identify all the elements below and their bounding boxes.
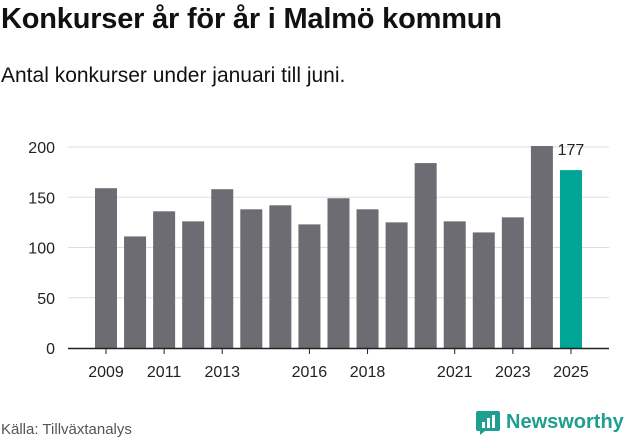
- x-tick-label: 2025: [553, 364, 589, 381]
- x-tick-label: 2011: [147, 364, 182, 381]
- bar: [501, 217, 524, 348]
- chart-title: Konkurser år för år i Malmö kommun: [1, 3, 502, 35]
- bar: [472, 232, 495, 348]
- x-tick-label: 2018: [350, 364, 386, 381]
- bar: [240, 209, 263, 348]
- bar: [269, 205, 292, 348]
- data-label: 177: [558, 142, 585, 159]
- y-tick-label: 50: [37, 291, 55, 308]
- x-tick-label: 2009: [88, 364, 124, 381]
- x-tick-label: 2021: [437, 364, 473, 381]
- bar: [414, 163, 437, 348]
- bar: [356, 209, 379, 348]
- source-note: Källa: Tillväxtanalys: [1, 421, 132, 438]
- y-tick-label: 150: [28, 190, 55, 207]
- y-tick-label: 0: [46, 341, 55, 358]
- bar: [530, 145, 553, 348]
- bar: [124, 236, 147, 348]
- x-tick-label: 2023: [495, 364, 531, 381]
- bar: [443, 221, 466, 348]
- bar: [95, 188, 117, 348]
- y-tick-label: 100: [28, 241, 55, 258]
- bar: [298, 224, 321, 348]
- x-tick-label: 2016: [292, 364, 328, 381]
- brand-name: Newsworthy: [506, 410, 624, 433]
- bar: [182, 221, 205, 348]
- x-tick-label: 2013: [204, 364, 240, 381]
- chart-subtitle: Antal konkurser under januari till juni.: [1, 64, 346, 87]
- bar: [211, 189, 234, 348]
- y-tick-label: 200: [28, 140, 55, 157]
- newsworthy-logo: Newsworthy: [475, 407, 624, 437]
- newsworthy-logo-icon: [476, 411, 500, 435]
- bar: [327, 198, 350, 348]
- bar: [559, 170, 582, 348]
- bar: [385, 222, 408, 348]
- bar: [153, 211, 176, 348]
